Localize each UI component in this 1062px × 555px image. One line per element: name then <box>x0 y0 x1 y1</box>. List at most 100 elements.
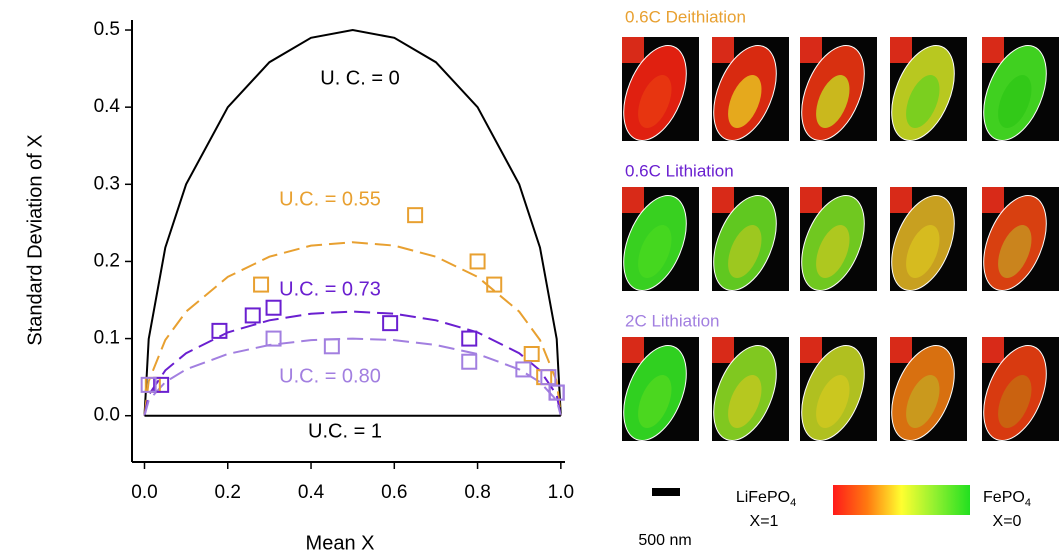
particle-outline <box>623 345 687 441</box>
y-tick-label: 0.0 <box>94 405 120 426</box>
scale-bar-label: 500 nm <box>638 532 691 549</box>
particle-domain <box>728 75 762 129</box>
particle-outline <box>801 45 865 141</box>
corner-particle <box>890 187 912 213</box>
corner-particle <box>712 187 734 213</box>
particle-outline <box>801 345 865 441</box>
corner-particle <box>712 37 734 63</box>
data-point <box>523 346 540 363</box>
data-point <box>253 276 270 293</box>
corner-particle <box>982 337 1004 363</box>
data-point <box>265 299 282 316</box>
corner-particle <box>982 37 1004 63</box>
particle-domain <box>998 75 1032 129</box>
formula: LiFePO <box>736 489 790 506</box>
micrograph <box>800 187 877 291</box>
particle-domain <box>638 225 672 279</box>
colorbar <box>833 485 970 515</box>
subscript: 4 <box>1025 497 1031 509</box>
particle-domain <box>998 375 1032 429</box>
curve <box>143 310 562 416</box>
particle-outline <box>713 345 777 441</box>
data-point <box>382 315 399 332</box>
x-tick-label: 0.8 <box>464 482 490 503</box>
curve-label: U.C. = 0.55 <box>279 188 381 210</box>
particle-domain <box>816 75 850 129</box>
particle-outline <box>623 195 687 291</box>
curve <box>143 28 562 416</box>
data-point <box>153 376 170 393</box>
curve-label: U.C. = 1 <box>308 420 382 442</box>
corner-particle <box>890 337 912 363</box>
x-tick-label: 0.6 <box>381 482 407 503</box>
particle-outline <box>891 195 955 291</box>
particle-domain <box>906 375 940 429</box>
y-tick-label: 0.3 <box>94 173 120 194</box>
data-point <box>211 322 228 339</box>
data-point <box>486 276 503 293</box>
micrograph <box>622 37 699 141</box>
x-tick-label: 0.0 <box>131 482 157 503</box>
particle-domain <box>728 225 762 279</box>
micrograph <box>890 37 967 141</box>
particle-outline <box>713 195 777 291</box>
micrograph <box>800 337 877 441</box>
micrograph <box>982 337 1059 441</box>
formula: FePO <box>983 489 1025 506</box>
row-title: 0.6C Lithiation <box>625 161 734 180</box>
curve-label: U.C. = 0.73 <box>279 278 381 300</box>
y-tick-label: 0.5 <box>94 19 120 40</box>
curve-label: U.C. = 0.80 <box>279 365 381 387</box>
data-point <box>461 330 478 347</box>
x-tick-label: 0.4 <box>298 482 325 503</box>
colorbar-left-formula: LiFePO4 <box>736 489 796 509</box>
scale-bar <box>652 488 680 496</box>
data-point <box>407 207 424 224</box>
particle-domain <box>816 225 850 279</box>
particle-domain <box>816 375 850 429</box>
particle-outline <box>801 195 865 291</box>
row-title: 0.6C Deithiation <box>625 7 746 26</box>
particle-domain <box>728 375 762 429</box>
micrograph <box>622 187 699 291</box>
corner-particle <box>712 337 734 363</box>
particle-outline <box>983 195 1047 291</box>
x-tick-label: 0.2 <box>215 482 241 503</box>
data-point <box>540 369 557 386</box>
micrograph <box>890 187 967 291</box>
particle-domain <box>998 225 1032 279</box>
particle-outline <box>983 345 1047 441</box>
data-point <box>515 361 532 378</box>
data-point <box>461 353 478 370</box>
micrograph <box>712 37 789 141</box>
curve <box>143 241 562 416</box>
y-tick-label: 0.4 <box>94 96 121 117</box>
micrograph <box>712 187 789 291</box>
corner-particle <box>622 187 644 213</box>
particle-domain <box>906 225 940 279</box>
data-point <box>548 384 565 401</box>
x-tick-label: 1.0 <box>548 482 574 503</box>
micrograph <box>982 37 1059 141</box>
corner-particle <box>622 37 644 63</box>
particle-outline <box>623 45 687 141</box>
corner-particle <box>622 337 644 363</box>
data-point <box>244 307 261 324</box>
curve-label: U. C. = 0 <box>320 67 399 89</box>
particle-outline <box>983 45 1047 141</box>
corner-particle <box>890 37 912 63</box>
micrograph <box>982 187 1059 291</box>
particle-domain <box>638 75 672 129</box>
data-point <box>265 330 282 347</box>
x-axis-title: Mean X <box>306 532 375 554</box>
corner-particle <box>800 337 822 363</box>
particle-domain <box>906 75 940 129</box>
data-point <box>140 376 157 393</box>
particle-outline <box>891 45 955 141</box>
micrograph <box>890 337 967 441</box>
y-tick-label: 0.2 <box>94 250 120 271</box>
particle-domain <box>638 375 672 429</box>
y-axis-title: Standard Deviation of X <box>24 134 46 345</box>
particle-outline <box>891 345 955 441</box>
